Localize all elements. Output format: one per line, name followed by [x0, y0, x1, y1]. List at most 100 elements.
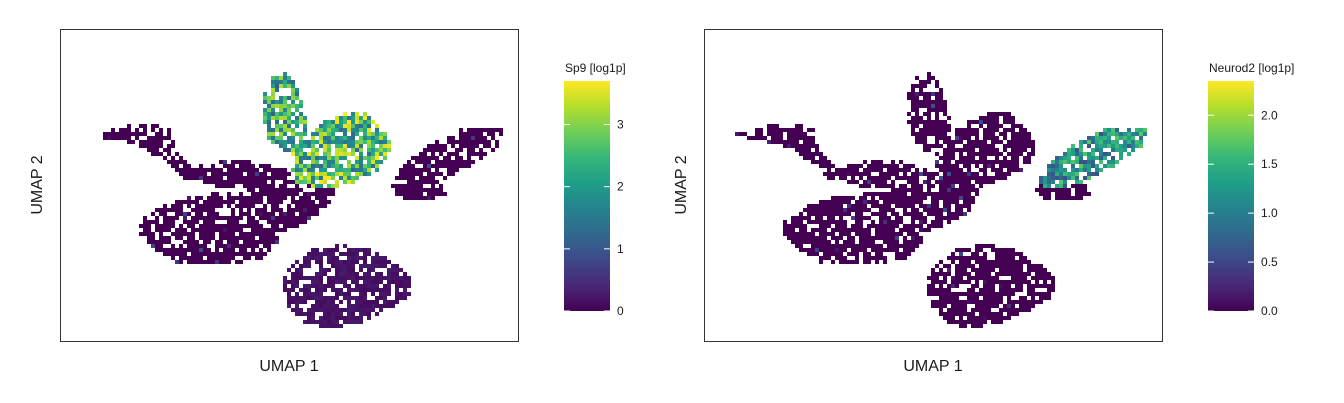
umap-cell [1135, 132, 1139, 136]
umap-cell [835, 212, 839, 216]
umap-cell [339, 316, 343, 320]
umap-cell [215, 228, 219, 232]
umap-cell [1027, 300, 1031, 304]
umap-cell [195, 208, 199, 212]
umap-cell [983, 144, 987, 148]
umap-cell [231, 224, 235, 228]
umap-cell [975, 140, 979, 144]
umap-cell [295, 268, 299, 272]
umap-cell [919, 140, 923, 144]
umap-cell [1007, 140, 1011, 144]
umap-cell [983, 132, 987, 136]
umap-cell [959, 128, 963, 132]
umap-cell [343, 316, 347, 320]
umap-cell [1075, 148, 1079, 152]
umap-cell [783, 220, 787, 224]
umap-cell [271, 212, 275, 216]
umap-cell [267, 104, 271, 108]
umap-cell [991, 136, 995, 140]
umap-cell [331, 156, 335, 160]
umap-cell [347, 292, 351, 296]
umap-cell [335, 296, 339, 300]
umap-cell [915, 92, 919, 96]
umap-cell [367, 280, 371, 284]
umap-cell [831, 228, 835, 232]
umap-cell [255, 240, 259, 244]
umap-cell [923, 132, 927, 136]
umap-cell [191, 224, 195, 228]
umap-cell [211, 260, 215, 264]
umap-cell [207, 204, 211, 208]
umap-cell [915, 76, 919, 80]
umap-cell [987, 180, 991, 184]
umap-cell [471, 160, 475, 164]
umap-cell [743, 132, 747, 136]
umap-cell [1003, 160, 1007, 164]
umap-cell [291, 88, 295, 92]
umap-cell [919, 84, 923, 88]
umap-cell [835, 224, 839, 228]
umap-cell [327, 256, 331, 260]
umap-cell [123, 132, 127, 136]
umap-cell [355, 176, 359, 180]
umap-cell [383, 148, 387, 152]
umap-cell [899, 220, 903, 224]
umap-cell [939, 308, 943, 312]
umap-cell [151, 232, 155, 236]
umap-cell [999, 308, 1003, 312]
umap-cell [231, 236, 235, 240]
umap-cell [207, 200, 211, 204]
umap-cell [195, 240, 199, 244]
umap-cell [811, 244, 815, 248]
umap-cell [967, 172, 971, 176]
umap-cell [463, 144, 467, 148]
umap-cell [979, 120, 983, 124]
umap-cell [971, 316, 975, 320]
umap-cell [295, 184, 299, 188]
umap-cell [371, 148, 375, 152]
umap-cell [879, 252, 883, 256]
umap-cell [227, 252, 231, 256]
umap-cell [351, 280, 355, 284]
umap-cell [343, 252, 347, 256]
umap-cell [971, 308, 975, 312]
umap-cell [335, 312, 339, 316]
umap-cell [331, 300, 335, 304]
umap-cell [939, 156, 943, 160]
umap-cell [235, 160, 239, 164]
umap-cell [467, 160, 471, 164]
umap-cell [951, 312, 955, 316]
umap-cell [903, 244, 907, 248]
umap-cell [331, 260, 335, 264]
umap-cell [319, 156, 323, 160]
umap-cell [979, 276, 983, 280]
umap-cell [171, 244, 175, 248]
umap-cell [1107, 160, 1111, 164]
umap-cell [263, 240, 267, 244]
umap-cell [243, 244, 247, 248]
umap-cell [275, 168, 279, 172]
umap-cell [891, 232, 895, 236]
umap-cell [427, 164, 431, 168]
umap-cell [811, 140, 815, 144]
umap-cell [283, 148, 287, 152]
umap-cell [887, 244, 891, 248]
colorbar-tick-label: 1.0 [1261, 206, 1278, 220]
umap-cell [975, 144, 979, 148]
umap-cell [355, 252, 359, 256]
umap-cell [943, 140, 947, 144]
umap-cell [979, 264, 983, 268]
umap-cell [1067, 160, 1071, 164]
umap-cell [871, 176, 875, 180]
umap-cell [327, 192, 331, 196]
umap-cell [375, 128, 379, 132]
umap-cell [355, 308, 359, 312]
umap-cell [875, 256, 879, 260]
umap-cell [295, 108, 299, 112]
umap-cell [315, 260, 319, 264]
umap-cell [1099, 152, 1103, 156]
umap-cell [967, 264, 971, 268]
umap-cell [403, 164, 407, 168]
umap-cell [323, 272, 327, 276]
umap-cell [319, 296, 323, 300]
